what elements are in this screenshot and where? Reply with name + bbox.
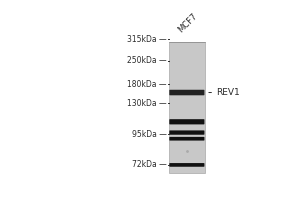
Text: 130kDa —: 130kDa — xyxy=(127,99,166,108)
FancyBboxPatch shape xyxy=(169,90,204,95)
Text: 72kDa —: 72kDa — xyxy=(132,160,166,169)
Text: 95kDa —: 95kDa — xyxy=(132,130,166,139)
Text: MCF7: MCF7 xyxy=(176,12,199,35)
Text: 180kDa —: 180kDa — xyxy=(127,80,166,89)
Bar xyxy=(169,42,205,173)
FancyBboxPatch shape xyxy=(169,130,204,135)
Text: 315kDa —: 315kDa — xyxy=(127,35,166,44)
Text: 250kDa —: 250kDa — xyxy=(127,56,166,65)
Text: REV1: REV1 xyxy=(217,88,240,97)
FancyBboxPatch shape xyxy=(169,163,204,167)
FancyBboxPatch shape xyxy=(169,119,204,124)
FancyBboxPatch shape xyxy=(169,137,204,141)
